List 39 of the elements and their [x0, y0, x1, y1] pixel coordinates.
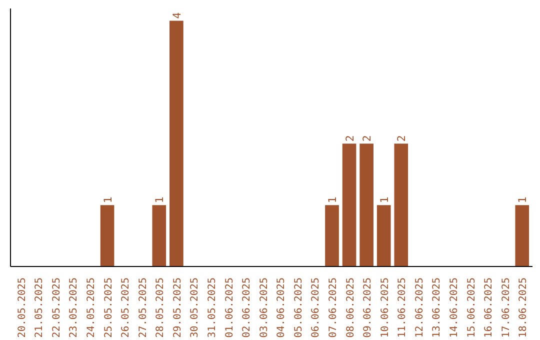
x-tick-label: 10.06.2025: [380, 277, 391, 338]
data-label: 1: [101, 196, 114, 204]
x-tick-label: 25.05.2025: [103, 277, 114, 338]
x-tick-label: 24.05.2025: [86, 277, 98, 338]
x-tick-label: 30.05.2025: [190, 277, 201, 338]
x-tick-label: 18.06.2025: [518, 277, 530, 338]
data-label: 1: [378, 196, 391, 204]
x-tick-label: 27.05.2025: [138, 277, 149, 338]
x-tick-label: 08.06.2025: [345, 277, 356, 338]
x-tick-label: 02.06.2025: [242, 277, 253, 338]
data-label: 1: [326, 196, 339, 204]
data-label: 4: [170, 12, 184, 19]
x-tick-label: 29.05.2025: [172, 277, 184, 338]
x-tick-label: 28.05.2025: [155, 277, 166, 338]
x-tick-label: 01.06.2025: [224, 277, 236, 338]
x-tick-label: 04.06.2025: [276, 277, 288, 338]
x-tick-label: 06.06.2025: [310, 277, 322, 338]
x-tick-label: 03.06.2025: [258, 277, 270, 338]
x-tick-label: 26.05.2025: [120, 277, 132, 338]
x-tick-label: 14.06.2025: [448, 277, 460, 338]
x-tick-label: 12.06.2025: [414, 277, 426, 338]
x-tick-label: 20.05.2025: [16, 277, 28, 338]
x-tick-label: 07.06.2025: [328, 277, 339, 338]
x-tick-label: 15.06.2025: [466, 277, 478, 338]
data-label: 2: [343, 135, 356, 142]
x-tick-label: 21.05.2025: [34, 277, 46, 338]
x-tick-label: 05.06.2025: [293, 277, 304, 338]
data-label: 2: [395, 135, 408, 142]
x-tick-label: 13.06.2025: [432, 277, 443, 338]
x-tick-label: 16.06.2025: [484, 277, 495, 338]
x-tick-label: 17.06.2025: [500, 277, 512, 338]
x-tick-label: 22.05.2025: [51, 277, 62, 338]
x-tick-label: 31.05.2025: [207, 277, 218, 338]
x-tick-label: 09.06.2025: [362, 277, 374, 338]
x-tick-label: 11.06.2025: [397, 277, 408, 338]
x-tick-label: 23.05.2025: [68, 277, 80, 338]
data-label: 2: [360, 135, 374, 142]
data-label: 1: [153, 196, 166, 204]
data-label: 1: [516, 196, 530, 204]
